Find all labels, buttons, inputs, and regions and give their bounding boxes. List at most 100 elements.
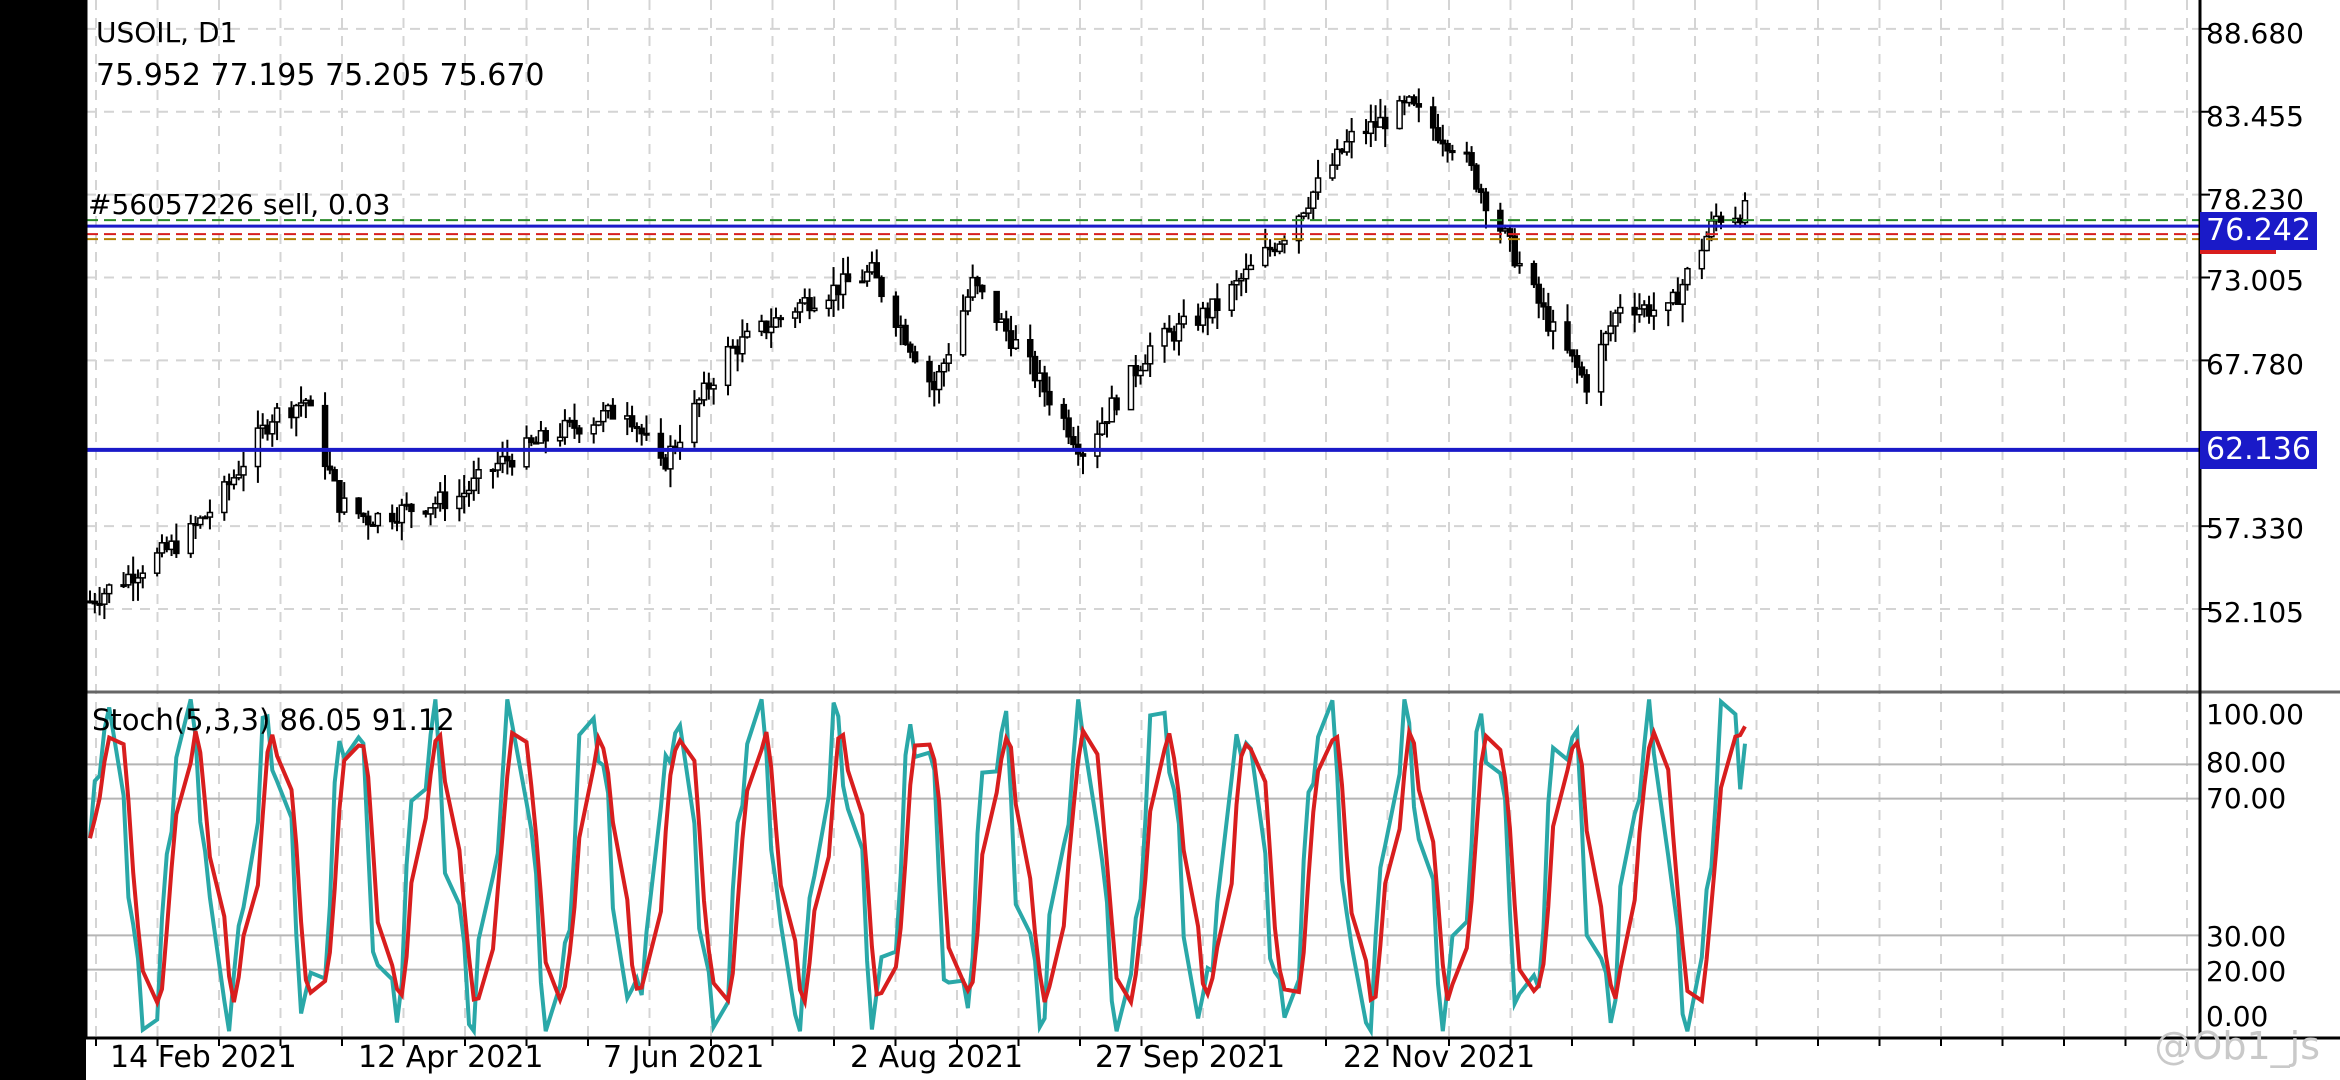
candle-body [1031,355,1039,382]
candle-body [139,572,147,579]
candle-body [494,462,502,471]
candle-body [1146,345,1154,365]
candle-body [1636,308,1643,316]
candle-body [1449,150,1456,154]
candle-body [1583,374,1590,393]
candle-body [1444,142,1451,152]
candle-body [1103,421,1111,425]
candle-body [1617,306,1624,314]
candle-body [1650,309,1658,317]
candle-body [1276,243,1283,253]
candle-body [1410,96,1418,105]
candle-body [1516,262,1523,267]
candle-body [1468,152,1475,167]
candle-body [1348,130,1355,143]
candle-body [355,497,362,515]
candle-body [1166,327,1173,333]
support-price-tag: 62.136 [2200,431,2317,469]
candle-body [576,427,583,435]
candle-body [796,302,804,313]
candle-body [456,495,463,510]
candle-body [1041,372,1048,393]
candle-body [839,273,847,296]
candle-body [1506,228,1514,237]
candle-body [398,504,406,524]
candle-body [1300,212,1307,218]
candle-body [297,402,305,407]
candle-body [197,517,204,526]
candle-body [523,437,530,468]
stoch-level-0: 0.00 [2206,1000,2269,1033]
candle-body [235,474,242,479]
candle-body [187,523,194,555]
candle-body [907,343,914,353]
candle-body [724,345,732,387]
date-axis-background [86,1038,2340,1080]
candle-body [408,503,415,513]
candle-body [1329,164,1336,179]
stoch-level-80: 80.00 [2206,746,2287,779]
candle-body [1113,397,1120,411]
candle-body [1564,321,1571,351]
price-tick: 88.680 [2206,17,2304,50]
order-label[interactable]: #56057226 sell, 0.03 [88,188,391,221]
candle-body [1343,141,1351,153]
candle-body [1381,116,1389,130]
stoch-label: Stoch(5,3,3) 86.05 91.12 [92,703,455,737]
date-tick: 7 Jun 2021 [603,1040,765,1075]
candle-body [91,600,99,605]
candle-body [331,469,338,482]
candle-body [432,502,439,509]
candle-body [542,430,549,442]
candle-body [1535,283,1542,304]
candle-body [105,584,113,595]
candle-body [508,459,516,468]
candle-body [590,424,597,435]
candle-body [1137,369,1144,377]
symbol-header: USOIL, D1 [96,16,238,49]
candle-body [1741,199,1749,224]
candle-body [638,427,645,435]
candle-body [1602,332,1610,346]
candle-body [1540,302,1547,308]
candle-body [1473,164,1480,190]
price-tick: 67.780 [2206,348,2304,381]
candle-body [321,404,329,468]
candle-body [1597,343,1605,393]
stoch-level-30: 30.00 [2206,920,2287,953]
candle-body [633,425,641,430]
candle-body [340,497,348,513]
candle-body [667,445,674,470]
candle-body [1065,417,1072,438]
candle-body [388,512,396,523]
price-tick: 78.230 [2206,183,2304,216]
candle-body [1482,191,1490,212]
candle-body [1703,235,1710,252]
candle-body [1242,268,1250,280]
ohlc-header: 75.952 77.195 75.205 75.670 [96,58,545,93]
candle-body [230,477,238,486]
candle-body [206,511,214,518]
stoch-level-70: 70.00 [2206,782,2287,815]
candle-body [657,432,665,459]
candle-body [676,441,684,449]
candle-body [1607,325,1614,335]
candle-body [777,317,785,321]
candle-body [1439,139,1447,145]
candle-body [1717,215,1725,223]
candle-body [811,307,818,312]
candle-body [470,477,478,492]
candle-body [134,577,142,584]
candle-body [902,324,909,346]
candle-body [791,311,799,319]
candle-body [364,515,372,526]
price-tick: 57.330 [2206,512,2304,545]
candle-body [1002,318,1010,332]
candle-body [1180,315,1187,325]
candle-body [1549,321,1557,332]
candle-body [1094,433,1101,457]
candle-body [1046,390,1053,406]
candle-body [240,465,247,476]
